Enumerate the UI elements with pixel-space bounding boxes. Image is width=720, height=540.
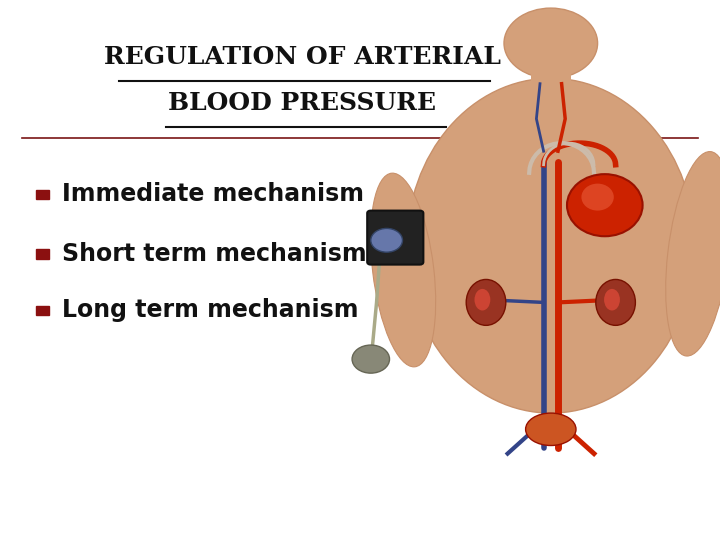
Text: Short term mechanism: Short term mechanism [62, 242, 366, 266]
Circle shape [504, 8, 598, 78]
Ellipse shape [526, 413, 576, 446]
Ellipse shape [582, 184, 614, 211]
Ellipse shape [371, 173, 436, 367]
Circle shape [352, 345, 390, 373]
Ellipse shape [666, 152, 720, 356]
Ellipse shape [407, 78, 695, 413]
Ellipse shape [474, 289, 490, 310]
Ellipse shape [596, 280, 635, 325]
Ellipse shape [467, 280, 506, 325]
Text: Immediate mechanism: Immediate mechanism [62, 183, 364, 206]
Ellipse shape [567, 174, 642, 237]
Text: Long term mechanism: Long term mechanism [62, 299, 359, 322]
FancyBboxPatch shape [367, 211, 423, 265]
FancyBboxPatch shape [36, 249, 49, 259]
FancyBboxPatch shape [531, 46, 571, 84]
Text: REGULATION OF ARTERIAL: REGULATION OF ARTERIAL [104, 45, 501, 69]
Ellipse shape [604, 289, 620, 310]
FancyBboxPatch shape [36, 306, 49, 315]
Polygon shape [531, 78, 571, 84]
FancyBboxPatch shape [36, 190, 49, 199]
Text: BLOOD PRESSURE: BLOOD PRESSURE [168, 91, 436, 114]
Circle shape [371, 228, 402, 252]
